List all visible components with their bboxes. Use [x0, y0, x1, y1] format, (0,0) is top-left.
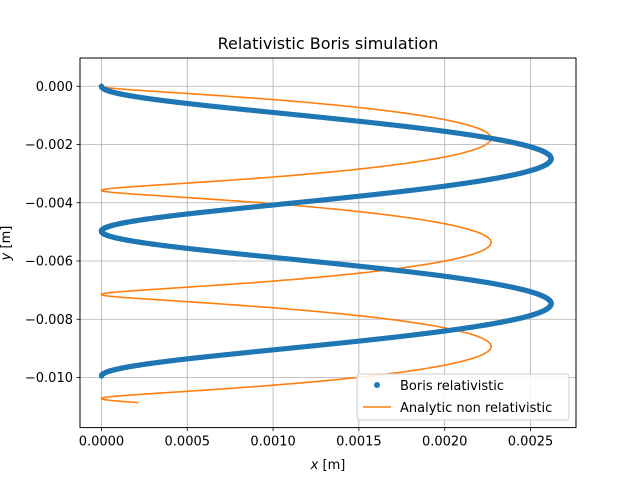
data-point — [98, 373, 105, 379]
legend-label-boris: Boris relativistic — [400, 379, 504, 394]
y-tick-label: −0.006 — [25, 255, 73, 270]
axes-frame — [79, 57, 577, 429]
legend-label-analytic: Analytic non relativistic — [400, 401, 552, 416]
y-tick-label: −0.004 — [25, 196, 73, 211]
legend-box — [356, 373, 570, 421]
x-tick-label: 0.0025 — [508, 435, 554, 450]
x-tick-label: 0.0005 — [165, 435, 211, 450]
y-tick-label: −0.002 — [25, 138, 73, 153]
y-tick-label: −0.010 — [25, 371, 73, 386]
legend-marker-boris — [374, 382, 380, 388]
ticks: 0.0000 0.0005 0.0010 0.0015 0.0020 0.0025 0.00… — [25, 80, 553, 450]
x-tick-label: 0.0010 — [250, 435, 296, 450]
y-tick-label: 0.000 — [36, 80, 73, 95]
x-tick-label: 0.0000 — [79, 435, 125, 450]
legend: Boris relativistic Analytic non relativi… — [356, 373, 570, 421]
chart-title: Relativistic Boris simulation — [218, 34, 439, 53]
x-tick-label: 0.0015 — [336, 435, 382, 450]
y-axis-label: y [m] — [0, 226, 14, 262]
x-tick-label: 0.0020 — [422, 435, 468, 450]
x-axis-label: x [m] — [310, 458, 346, 473]
series-line-analytic-non-relativistic — [100, 85, 492, 404]
series-layer — [98, 83, 554, 404]
y-tick-label: −0.008 — [25, 313, 73, 328]
series-markers-boris-relativistic — [98, 83, 554, 379]
